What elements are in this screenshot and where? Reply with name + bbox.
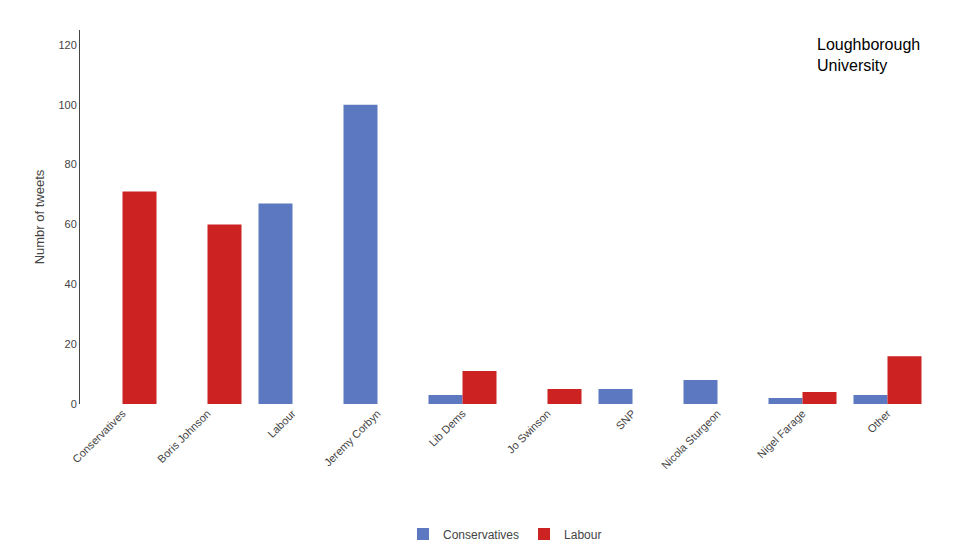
svg-text:Numbr of tweets: Numbr of tweets xyxy=(32,169,47,264)
svg-text:Other: Other xyxy=(865,407,893,435)
svg-text:Conservatives: Conservatives xyxy=(443,528,519,542)
svg-text:SNP: SNP xyxy=(613,407,637,431)
svg-text:Jo Swinson: Jo Swinson xyxy=(505,407,553,455)
svg-text:Labour: Labour xyxy=(265,407,298,440)
svg-text:Labour: Labour xyxy=(564,528,601,542)
svg-text:40: 40 xyxy=(65,278,77,290)
svg-text:80: 80 xyxy=(65,158,77,170)
svg-text:100: 100 xyxy=(58,99,76,111)
svg-text:20: 20 xyxy=(65,338,77,350)
svg-text:LoughboroughUniversity: LoughboroughUniversity xyxy=(817,36,920,74)
svg-text:Nigel Farage: Nigel Farage xyxy=(755,407,808,460)
svg-text:Jeremy Corbyn: Jeremy Corbyn xyxy=(322,407,383,468)
svg-text:120: 120 xyxy=(58,39,76,51)
svg-text:Lib Dems: Lib Dems xyxy=(426,407,468,449)
svg-text:Boris Johnson: Boris Johnson xyxy=(155,407,213,465)
svg-text:Conservatives: Conservatives xyxy=(70,407,128,465)
svg-text:0: 0 xyxy=(71,398,77,410)
svg-text:Nicola Sturgeon: Nicola Sturgeon xyxy=(659,407,723,471)
svg-text:60: 60 xyxy=(65,218,77,230)
